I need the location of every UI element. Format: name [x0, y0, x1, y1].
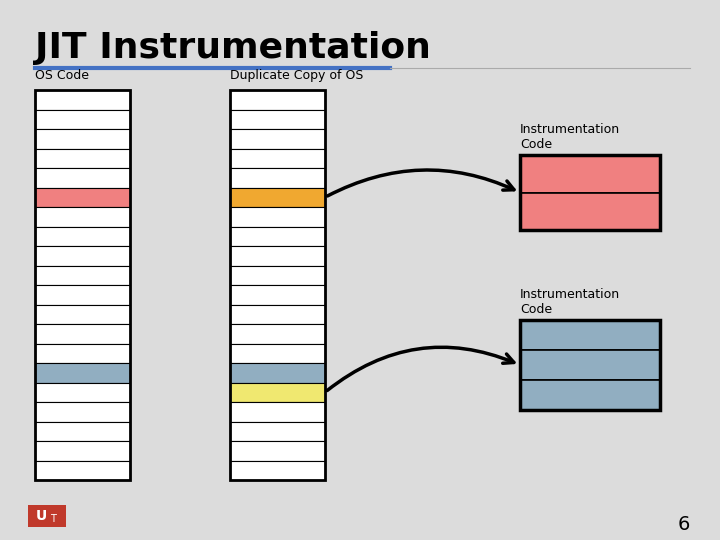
Bar [230, 110, 325, 129]
Bar [230, 226, 325, 246]
Bar [230, 207, 325, 226]
Bar [230, 324, 325, 343]
Bar [35, 324, 130, 343]
Text: T: T [50, 514, 56, 524]
Bar [230, 285, 325, 305]
Bar [230, 363, 325, 382]
Bar [520, 320, 660, 350]
Bar [230, 246, 325, 266]
Bar [520, 155, 660, 230]
Text: Duplicate Copy of OS: Duplicate Copy of OS [230, 69, 364, 82]
Bar [35, 187, 130, 207]
Text: 6: 6 [678, 516, 690, 535]
Bar [35, 90, 130, 480]
Bar [35, 90, 130, 110]
Bar [35, 207, 130, 226]
Bar [230, 402, 325, 422]
Bar [230, 168, 325, 187]
Bar [520, 380, 660, 410]
Bar [35, 402, 130, 422]
Bar [35, 382, 130, 402]
Bar [35, 246, 130, 266]
Bar [35, 441, 130, 461]
Bar [230, 343, 325, 363]
Bar [230, 422, 325, 441]
Bar [230, 90, 325, 110]
Bar [520, 350, 660, 380]
Bar [35, 305, 130, 324]
Bar [35, 168, 130, 187]
Text: Instrumentation
Code: Instrumentation Code [520, 288, 620, 316]
Bar [230, 187, 325, 207]
Bar [35, 129, 130, 149]
Bar [35, 266, 130, 285]
Bar [35, 226, 130, 246]
Bar [35, 110, 130, 129]
Text: OS Code: OS Code [35, 69, 89, 82]
Bar [230, 441, 325, 461]
Text: U: U [36, 509, 48, 523]
Bar [35, 343, 130, 363]
Bar [230, 461, 325, 480]
Bar [35, 363, 130, 382]
Bar [28, 505, 66, 527]
Bar [35, 148, 130, 168]
Text: Instrumentation
Code: Instrumentation Code [520, 123, 620, 151]
Bar [230, 382, 325, 402]
Bar [520, 320, 660, 410]
Bar [35, 422, 130, 441]
Bar [230, 305, 325, 324]
Bar [520, 192, 660, 230]
Bar [230, 90, 325, 480]
Bar [230, 266, 325, 285]
Text: JIT Instrumentation: JIT Instrumentation [35, 31, 431, 65]
Bar [520, 155, 660, 192]
Bar [35, 285, 130, 305]
Bar [230, 129, 325, 149]
Bar [35, 461, 130, 480]
Bar [230, 148, 325, 168]
